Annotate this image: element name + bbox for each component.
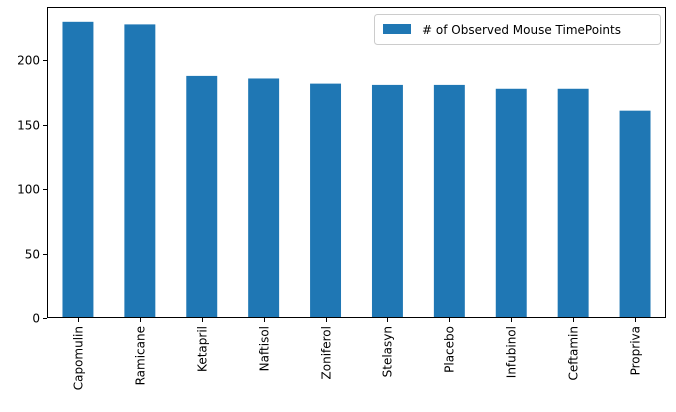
bar-ceftamin bbox=[557, 88, 589, 319]
bars-layer bbox=[62, 21, 651, 319]
x-axis: Capomulin Ramicane Ketapril Naftisol Zonifer… bbox=[72, 318, 643, 390]
bar-stelasyn bbox=[371, 84, 403, 318]
bar-placebo bbox=[433, 84, 465, 318]
legend: # of Observed Mouse TimePoints bbox=[374, 14, 661, 45]
y-tick-label: 150 bbox=[17, 119, 40, 133]
bar-ramicane bbox=[124, 24, 156, 318]
y-tick-label: 100 bbox=[17, 183, 40, 197]
x-tick-label: Placebo bbox=[443, 326, 457, 373]
legend-box bbox=[374, 14, 661, 45]
bar-ketapril bbox=[186, 75, 218, 319]
x-tick-label: Zoniferol bbox=[320, 326, 334, 379]
x-tick-label: Ceftamin bbox=[567, 326, 581, 380]
y-tick-label: 200 bbox=[17, 54, 40, 68]
legend-swatch bbox=[383, 24, 411, 34]
legend-label: # of Observed Mouse TimePoints bbox=[422, 23, 621, 37]
y-tick-label: 50 bbox=[25, 248, 40, 262]
x-tick-label: Ramicane bbox=[134, 326, 148, 385]
x-tick-label: Infubinol bbox=[505, 326, 519, 378]
x-tick-label: Naftisol bbox=[258, 326, 272, 371]
y-axis: 0 50 100 150 200 bbox=[17, 54, 47, 326]
bar-propriva bbox=[619, 110, 651, 318]
bar-zoniferol bbox=[310, 83, 342, 319]
x-tick-label: Stelasyn bbox=[381, 326, 395, 377]
bar-infubinol bbox=[495, 88, 527, 319]
y-tick-label: 0 bbox=[32, 312, 40, 326]
x-tick-label: Capomulin bbox=[72, 326, 86, 390]
x-tick-label: Propriva bbox=[629, 326, 643, 375]
x-tick-label: Ketapril bbox=[196, 326, 210, 372]
bar-capomulin bbox=[62, 21, 94, 319]
plot-frame bbox=[47, 7, 666, 318]
bar-naftisol bbox=[248, 78, 280, 318]
